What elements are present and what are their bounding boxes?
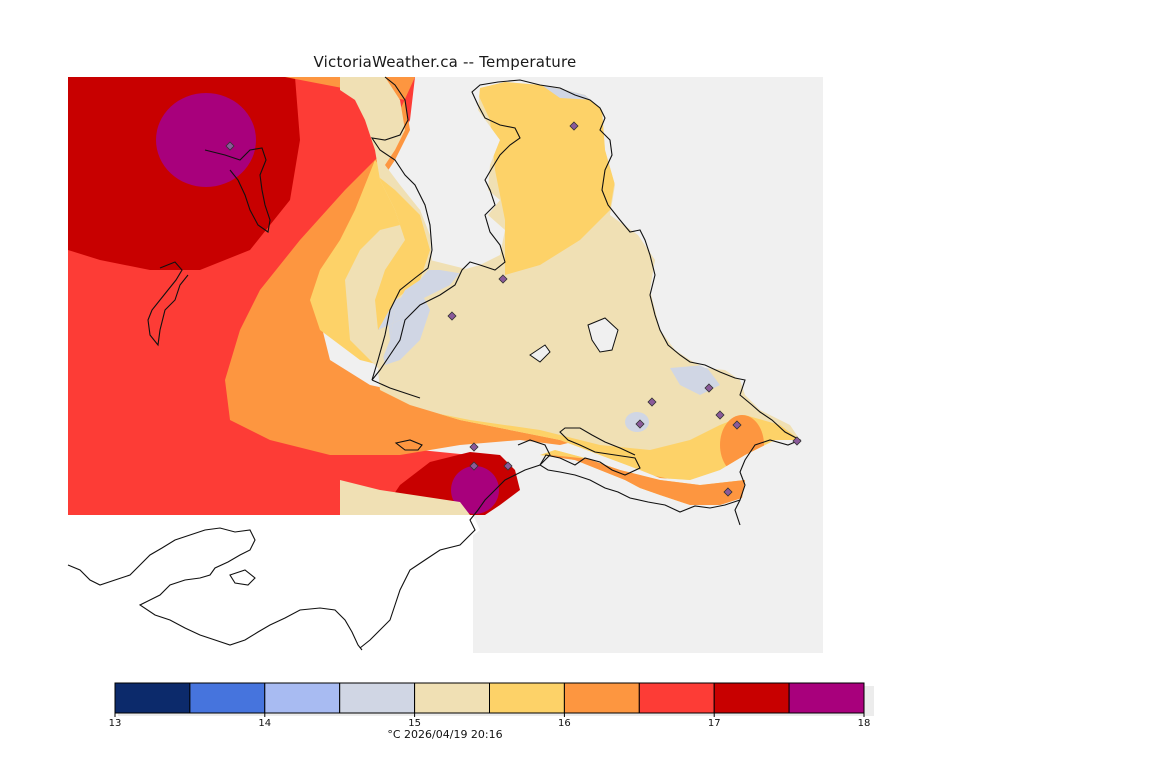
legend-swatch [114,682,191,714]
station-marker [569,121,579,131]
station-marker [715,410,725,420]
station-marker [635,419,645,429]
legend-tick-label: 15 [408,718,421,729]
legend-swatch [563,682,640,714]
legend-tick-label: 18 [858,718,871,729]
station-marker [469,461,479,471]
station-marker [792,436,802,446]
legend-swatch [189,682,266,714]
station-marker [723,487,733,497]
map-title: VictoriaWeather.ca -- Temperature [313,53,577,71]
legend-swatch [414,682,491,714]
legend-tick-label: 17 [708,718,721,729]
legend-swatch [489,682,565,714]
station-marker [732,420,742,430]
legend-swatch [788,682,865,714]
legend-swatch [264,682,341,714]
legend-swatch [339,682,416,714]
legend-tick-label: 16 [558,718,571,729]
lake [529,344,551,363]
station-marker [503,461,513,471]
station-marker [447,311,457,321]
lake [587,317,619,353]
station-marker [647,397,657,407]
station-marker [498,274,508,284]
legend-tick-label: 13 [109,718,122,729]
coastlines [67,76,802,651]
legend-tick-label: 14 [258,718,271,729]
legend-swatch [713,682,790,714]
legend-swatch [638,682,715,714]
station-marker [225,141,235,151]
station-marker [469,442,479,452]
weather-stations [225,121,802,497]
unit-timestamp-caption: °C 2026/04/19 20:16 [387,728,503,741]
station-marker [704,383,714,393]
